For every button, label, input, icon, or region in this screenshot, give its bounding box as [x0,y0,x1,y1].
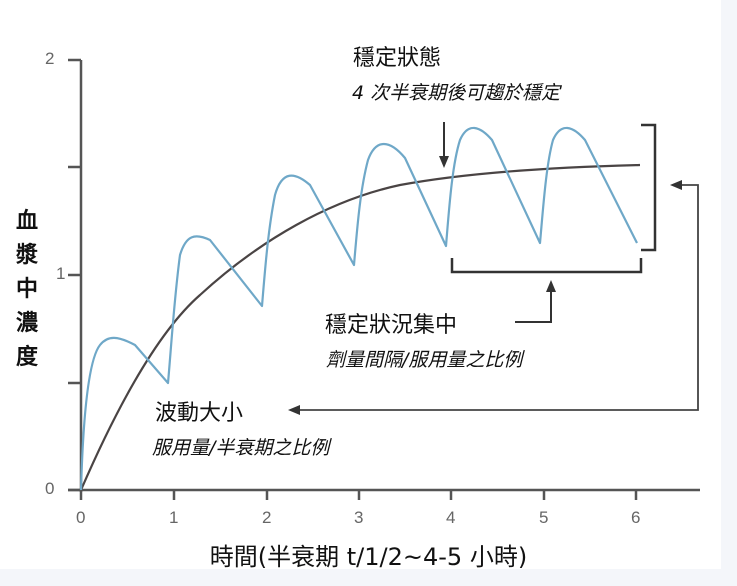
steady-concentration-bracket [450,258,643,274]
x-tick-label: 3 [354,508,364,527]
steady-concentration-arrow [515,280,556,323]
fluctuation-bracket [641,123,657,252]
y-axis [68,58,83,492]
y-axis-title-char: 濃 [15,311,38,336]
y-tick-label: 1 [56,264,66,283]
x-axis-title: 時間(半衰期 t/1/2~4-5 小時) [209,543,528,571]
y-axis-title-char: 中 [15,277,38,302]
fluctuation-subtitle: 服用量/半衰期之比例 [152,437,330,459]
steady-state-arrow [439,122,449,168]
y-axis-title-char: 血 [15,209,38,234]
fluctuation-connector-arrow [288,180,699,415]
x-tick-label: 6 [631,508,641,527]
steady-concentration-title: 穩定狀況集中 [325,313,458,338]
x-tick-label: 4 [446,508,456,527]
x-tick-label: 2 [262,508,272,527]
chart-canvas: 2 1 0 0 1 2 3 4 5 6 血 漿 中 濃 度 時間(半衰期 t/1… [0,0,721,571]
y-tick-label: 2 [45,49,55,68]
x-tick-label: 5 [539,508,549,527]
steady-state-subtitle: 4 次半衰期後可趨於穩定 [352,82,561,104]
x-tick-label: 0 [76,508,86,527]
y-tick-label: 0 [45,479,55,498]
oscillating-concentration-curve [79,126,638,491]
steady-concentration-subtitle: 劑量間隔/服用量之比例 [326,349,523,371]
y-axis-title-char: 漿 [15,243,38,268]
average-concentration-curve [79,163,641,491]
x-axis [68,488,700,500]
fluctuation-title: 波動大小 [155,401,244,426]
x-tick-label: 1 [169,508,179,527]
steady-state-title: 穩定狀態 [353,46,442,71]
y-axis-title: 血 漿 中 濃 度 [12,205,42,375]
y-axis-title-char: 度 [15,345,38,370]
